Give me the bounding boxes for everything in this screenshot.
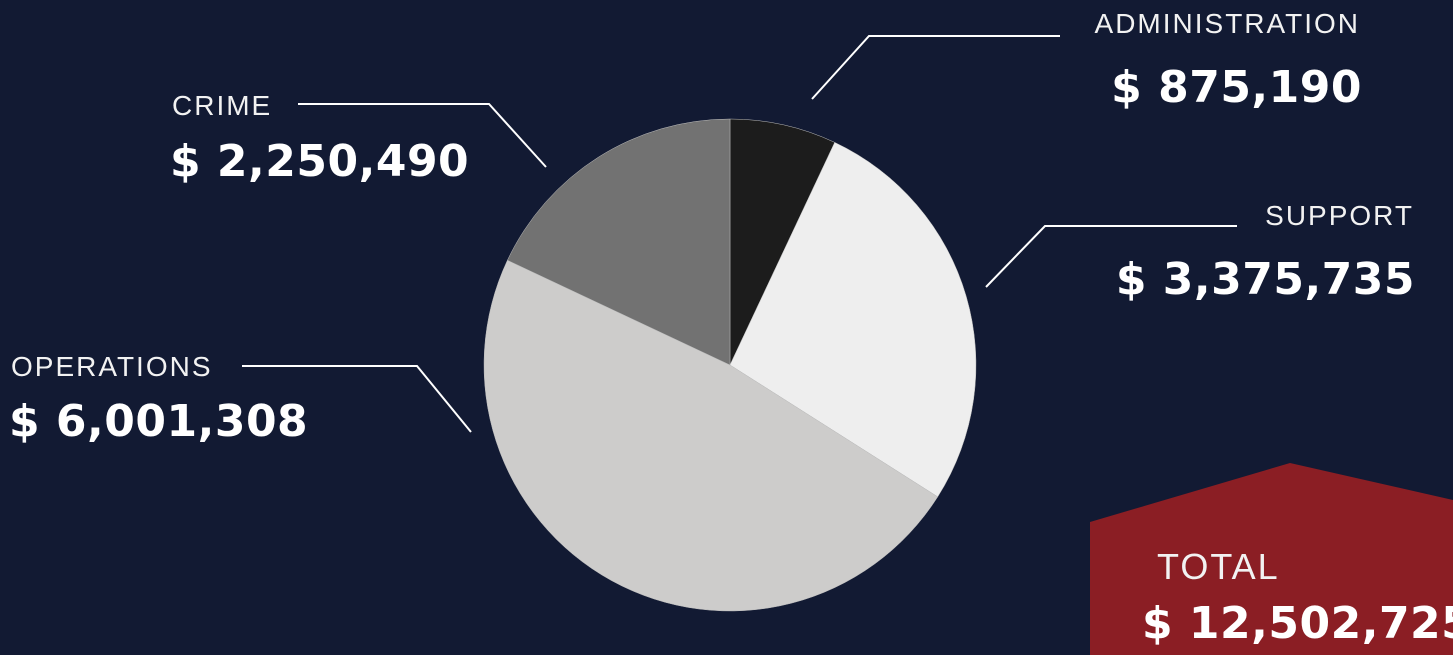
slice-value-crime: $ 2,250,490: [170, 136, 469, 187]
total-value: $ 12,502,725: [1142, 598, 1453, 649]
slice-value-operations: $ 6,001,308: [9, 396, 308, 447]
leader-line-administration: [812, 36, 1060, 99]
slice-label-crime: CRIME: [172, 90, 272, 122]
slice-label-operations: OPERATIONS: [11, 351, 213, 383]
slice-value-administration: $ 875,190: [1111, 62, 1362, 113]
slice-label-administration: ADMINISTRATION: [1095, 8, 1360, 40]
slice-label-support: SUPPORT: [1265, 200, 1414, 232]
total-label: TOTAL: [1157, 546, 1280, 588]
slice-value-support: $ 3,375,735: [1116, 254, 1415, 305]
